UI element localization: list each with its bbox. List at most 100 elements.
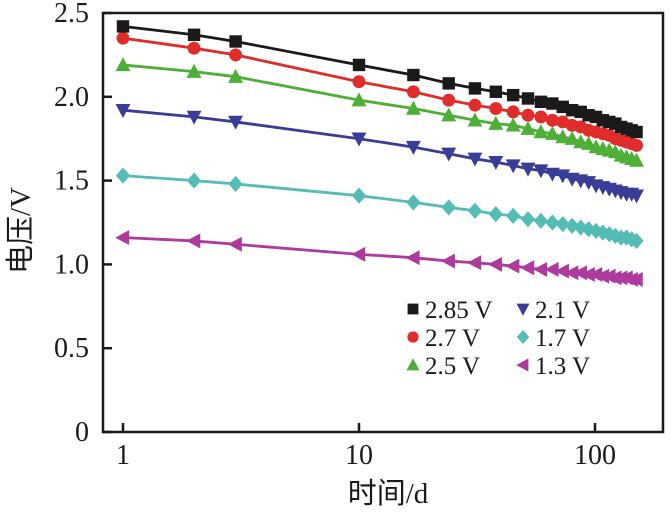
series-marker-2.1V bbox=[115, 104, 131, 118]
series-marker-2.85V bbox=[229, 35, 242, 48]
series-marker-2.5V bbox=[441, 107, 457, 122]
series-marker-1.7V bbox=[488, 206, 503, 223]
series-marker-2.5V bbox=[564, 130, 580, 145]
series-marker-2.85V bbox=[506, 88, 520, 102]
series-marker-1.3V bbox=[488, 256, 503, 272]
series-marker-2.7V bbox=[545, 113, 559, 127]
series-marker-2.5V bbox=[405, 100, 421, 115]
series-marker-1.3V bbox=[588, 267, 603, 282]
series-marker-1.7V bbox=[351, 187, 367, 204]
series-marker-2.85V bbox=[352, 58, 366, 72]
series-marker-2.7V bbox=[229, 48, 243, 62]
series-marker-1.7V bbox=[533, 212, 549, 229]
series-marker-2.5V bbox=[115, 57, 131, 72]
series-marker-2.1V bbox=[488, 155, 504, 170]
legend-label-2.1V: 2.1 V bbox=[535, 297, 590, 324]
series-marker-1.7V bbox=[467, 202, 483, 219]
legend-label-1.3V: 1.3 V bbox=[535, 353, 590, 380]
series-marker-2.85V bbox=[521, 92, 535, 105]
series-marker-2.5V bbox=[555, 129, 571, 144]
legend-label-2.5V: 2.5 V bbox=[425, 353, 480, 380]
series-marker-2.7V bbox=[116, 31, 130, 45]
series-marker-2.1V bbox=[505, 159, 521, 174]
legend-marker-1.7V bbox=[516, 329, 530, 345]
y-tick-label: 1.0 bbox=[54, 249, 89, 280]
series-marker-2.7V bbox=[630, 138, 644, 152]
legend-marker-2.1V bbox=[516, 303, 530, 316]
series-marker-1.3V bbox=[467, 255, 482, 271]
series-marker-1.3V bbox=[544, 261, 559, 277]
series-marker-1.7V bbox=[228, 175, 243, 193]
legend-marker-2.7V bbox=[407, 331, 419, 343]
series-marker-2.5V bbox=[520, 120, 536, 135]
y-tick-label: 0.5 bbox=[54, 333, 89, 364]
series-marker-2.7V bbox=[534, 110, 548, 124]
x-tick-label: 100 bbox=[574, 440, 616, 471]
series-marker-2.1V bbox=[351, 132, 367, 147]
series-marker-1.3V bbox=[564, 265, 579, 281]
series-marker-1.3V bbox=[405, 250, 420, 266]
series-marker-2.1V bbox=[544, 167, 560, 182]
series-marker-2.5V bbox=[533, 124, 549, 139]
series-marker-2.1V bbox=[467, 152, 483, 167]
series-marker-1.7V bbox=[506, 207, 521, 224]
series-marker-2.85V bbox=[489, 85, 503, 98]
series-marker-1.3V bbox=[580, 267, 595, 282]
legend-label-1.7V: 1.7 V bbox=[535, 325, 590, 352]
x-tick-label: 1 bbox=[116, 440, 130, 471]
series-marker-2.5V bbox=[467, 112, 483, 127]
series-marker-1.7V bbox=[602, 226, 617, 243]
series-marker-2.85V bbox=[187, 28, 201, 41]
series-marker-1.7V bbox=[406, 194, 421, 211]
series-marker-1.3V bbox=[554, 263, 569, 279]
series-marker-2.7V bbox=[442, 93, 456, 107]
series-marker-1.3V bbox=[520, 260, 535, 276]
series-marker-1.3V bbox=[533, 261, 548, 277]
series-marker-1.3V bbox=[115, 230, 130, 246]
series-marker-2.7V bbox=[187, 41, 201, 55]
x-axis-label: 时间/d bbox=[348, 477, 429, 510]
y-tick-label: 2.5 bbox=[54, 0, 89, 29]
series-marker-1.3V bbox=[227, 236, 242, 252]
series-marker-2.85V bbox=[407, 68, 420, 82]
series-marker-2.7V bbox=[406, 85, 420, 99]
series-marker-2.1V bbox=[405, 140, 421, 155]
series-marker-2.5V bbox=[488, 115, 504, 130]
series-marker-2.85V bbox=[468, 82, 482, 95]
y-tick-label: 1.5 bbox=[54, 166, 89, 197]
series-marker-1.3V bbox=[628, 272, 643, 287]
series-marker-1.7V bbox=[545, 214, 560, 231]
series-marker-2.1V bbox=[533, 164, 549, 179]
series-marker-2.7V bbox=[352, 75, 366, 89]
series-marker-1.7V bbox=[115, 167, 131, 184]
series-marker-2.7V bbox=[506, 105, 520, 119]
y-tick-label: 2.0 bbox=[54, 82, 89, 113]
series-marker-2.85V bbox=[116, 20, 130, 33]
series-marker-1.3V bbox=[505, 258, 520, 274]
series-marker-1.7V bbox=[555, 216, 570, 233]
series-marker-1.7V bbox=[441, 199, 456, 216]
series-marker-2.1V bbox=[228, 115, 244, 130]
series-marker-2.5V bbox=[186, 63, 202, 78]
legend-marker-1.3V bbox=[516, 358, 529, 372]
series-marker-2.85V bbox=[534, 95, 548, 109]
series-marker-2.5V bbox=[228, 68, 244, 83]
series-marker-2.1V bbox=[441, 147, 457, 162]
y-axis-label: 电压/V bbox=[4, 187, 37, 274]
series-marker-2.85V bbox=[556, 100, 569, 114]
series-marker-2.5V bbox=[629, 152, 644, 167]
series-marker-1.3V bbox=[351, 246, 366, 262]
series-marker-1.7V bbox=[186, 172, 202, 189]
legend-label-2.7V: 2.7 V bbox=[425, 325, 480, 352]
series-marker-1.7V bbox=[520, 211, 536, 228]
series-marker-2.85V bbox=[630, 125, 643, 139]
x-tick-label: 10 bbox=[345, 440, 373, 471]
legend-marker-2.5V bbox=[406, 358, 420, 371]
series-marker-1.3V bbox=[440, 253, 455, 269]
series-marker-2.1V bbox=[520, 162, 536, 177]
series-marker-1.7V bbox=[629, 232, 644, 249]
series-marker-2.5V bbox=[351, 92, 367, 107]
series-marker-2.7V bbox=[489, 102, 503, 115]
series-marker-2.1V bbox=[186, 110, 202, 125]
